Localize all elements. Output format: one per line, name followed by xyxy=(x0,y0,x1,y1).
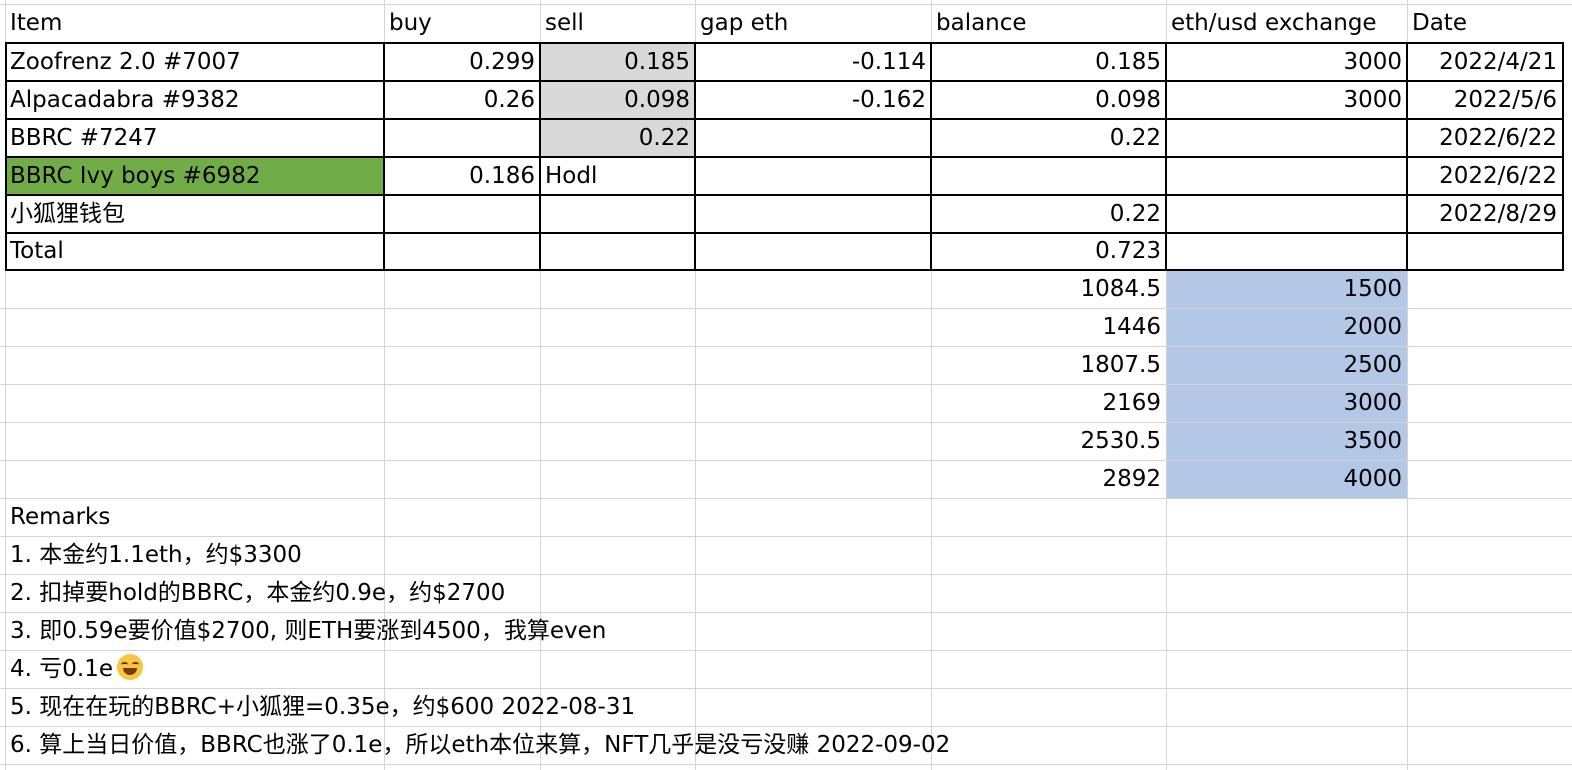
row5-sell[interactable] xyxy=(540,196,695,234)
row3-balance[interactable]: 0.22 xyxy=(1109,125,1161,151)
scenario-usd-value[interactable]: 2892 xyxy=(1102,466,1161,492)
row4-sell[interactable]: Hodl xyxy=(545,163,598,189)
total-exchange[interactable] xyxy=(1166,233,1407,271)
laughing-tears-emoji-icon xyxy=(116,654,143,680)
row1-date[interactable]: 2022/4/21 xyxy=(1439,49,1557,75)
scenario-usd-value[interactable]: 1807.5 xyxy=(1080,352,1161,378)
row3-item[interactable]: BBRC #7247 xyxy=(10,125,158,151)
row2-buy[interactable]: 0.26 xyxy=(483,87,535,113)
row5-date[interactable]: 2022/8/29 xyxy=(1439,201,1557,227)
row4-buy[interactable]: 0.186 xyxy=(469,163,535,189)
header-balance[interactable]: balance xyxy=(936,10,1027,36)
row1-balance[interactable]: 0.185 xyxy=(1095,49,1161,75)
row3-buy[interactable] xyxy=(384,120,540,158)
remarks-title[interactable]: Remarks xyxy=(10,504,111,530)
header-eth-usd-exchange[interactable]: eth/usd exchange xyxy=(1171,10,1377,36)
remark-4-cell[interactable]: 4. 亏0.1e xyxy=(5,651,384,689)
scenario-eth-rate[interactable]: 2000 xyxy=(1343,314,1402,340)
row4-item[interactable]: BBRC Ivy boys #6982 xyxy=(10,163,261,189)
row1-gap[interactable]: -0.114 xyxy=(851,49,926,75)
row4-date[interactable]: 2022/6/22 xyxy=(1439,163,1557,189)
row2-exchange[interactable]: 3000 xyxy=(1343,87,1402,113)
total-date[interactable] xyxy=(1407,233,1562,271)
item-cell-green-fill xyxy=(6,157,384,195)
row4-balance[interactable] xyxy=(931,158,1166,196)
remark-5[interactable]: 5. 现在在玩的BBRC+小狐狸=0.35e，约$600 2022-08-31 xyxy=(10,694,636,720)
total-sell[interactable] xyxy=(540,233,695,271)
row2-balance[interactable]: 0.098 xyxy=(1095,87,1161,113)
scenario-usd-value[interactable]: 1446 xyxy=(1102,314,1161,340)
row5-item[interactable]: 小狐狸钱包 xyxy=(10,201,125,227)
sell-cell-gray-fill xyxy=(540,43,695,157)
row3-gap[interactable] xyxy=(695,120,931,158)
remark-2[interactable]: 2. 扣掉要hold的BBRC，本金约0.9e，约$2700 xyxy=(10,580,506,606)
row1-buy[interactable]: 0.299 xyxy=(469,49,535,75)
scenario-usd-value[interactable]: 1084.5 xyxy=(1080,276,1161,302)
scenario-eth-rate[interactable]: 2500 xyxy=(1343,352,1402,378)
scenario-eth-rate[interactable]: 3000 xyxy=(1343,390,1402,416)
row3-date[interactable]: 2022/6/22 xyxy=(1439,125,1557,151)
header-buy[interactable]: buy xyxy=(389,10,432,36)
row2-sell[interactable]: 0.098 xyxy=(624,87,690,113)
row4-exchange[interactable] xyxy=(1166,158,1407,196)
row1-exchange[interactable]: 3000 xyxy=(1343,49,1402,75)
row5-exchange[interactable] xyxy=(1166,196,1407,234)
header-item[interactable]: Item xyxy=(10,10,63,36)
row5-balance[interactable]: 0.22 xyxy=(1109,201,1161,227)
scenario-usd-value[interactable]: 2169 xyxy=(1102,390,1161,416)
row1-sell[interactable]: 0.185 xyxy=(624,49,690,75)
scenario-usd-value[interactable]: 2530.5 xyxy=(1080,428,1161,454)
remark-4: 4. 亏0.1e xyxy=(10,656,113,682)
row5-buy[interactable] xyxy=(384,196,540,234)
scenario-eth-rate[interactable]: 1500 xyxy=(1343,276,1402,302)
row3-sell[interactable]: 0.22 xyxy=(638,125,690,151)
header-sell[interactable]: sell xyxy=(545,10,584,36)
remark-3[interactable]: 3. 即0.59e要价值$2700, 则ETH要涨到4500，我算even xyxy=(10,618,607,644)
remark-6[interactable]: 6. 算上当日价值，BBRC也涨了0.1e，所以eth本位来算，NFT几乎是没亏… xyxy=(10,732,951,758)
row2-gap[interactable]: -0.162 xyxy=(851,87,926,113)
row5-gap[interactable] xyxy=(695,196,931,234)
scenario-eth-rate[interactable]: 4000 xyxy=(1343,466,1402,492)
row2-item[interactable]: Alpacadabra #9382 xyxy=(10,87,240,113)
row2-date[interactable]: 2022/5/6 xyxy=(1453,87,1557,113)
total-buy[interactable] xyxy=(384,233,540,271)
total-gap[interactable] xyxy=(695,233,931,271)
total-label[interactable]: Total xyxy=(10,238,64,264)
header-date[interactable]: Date xyxy=(1412,10,1467,36)
remark-1[interactable]: 1. 本金约1.1eth，约$3300 xyxy=(10,542,302,568)
row4-gap[interactable] xyxy=(695,158,931,196)
scenario-eth-rate[interactable]: 3500 xyxy=(1343,428,1402,454)
row1-item[interactable]: Zoofrenz 2.0 #7007 xyxy=(10,49,241,75)
row3-exchange[interactable] xyxy=(1166,120,1407,158)
total-balance[interactable]: 0.723 xyxy=(1095,238,1161,264)
header-gap-eth[interactable]: gap eth xyxy=(700,10,789,36)
